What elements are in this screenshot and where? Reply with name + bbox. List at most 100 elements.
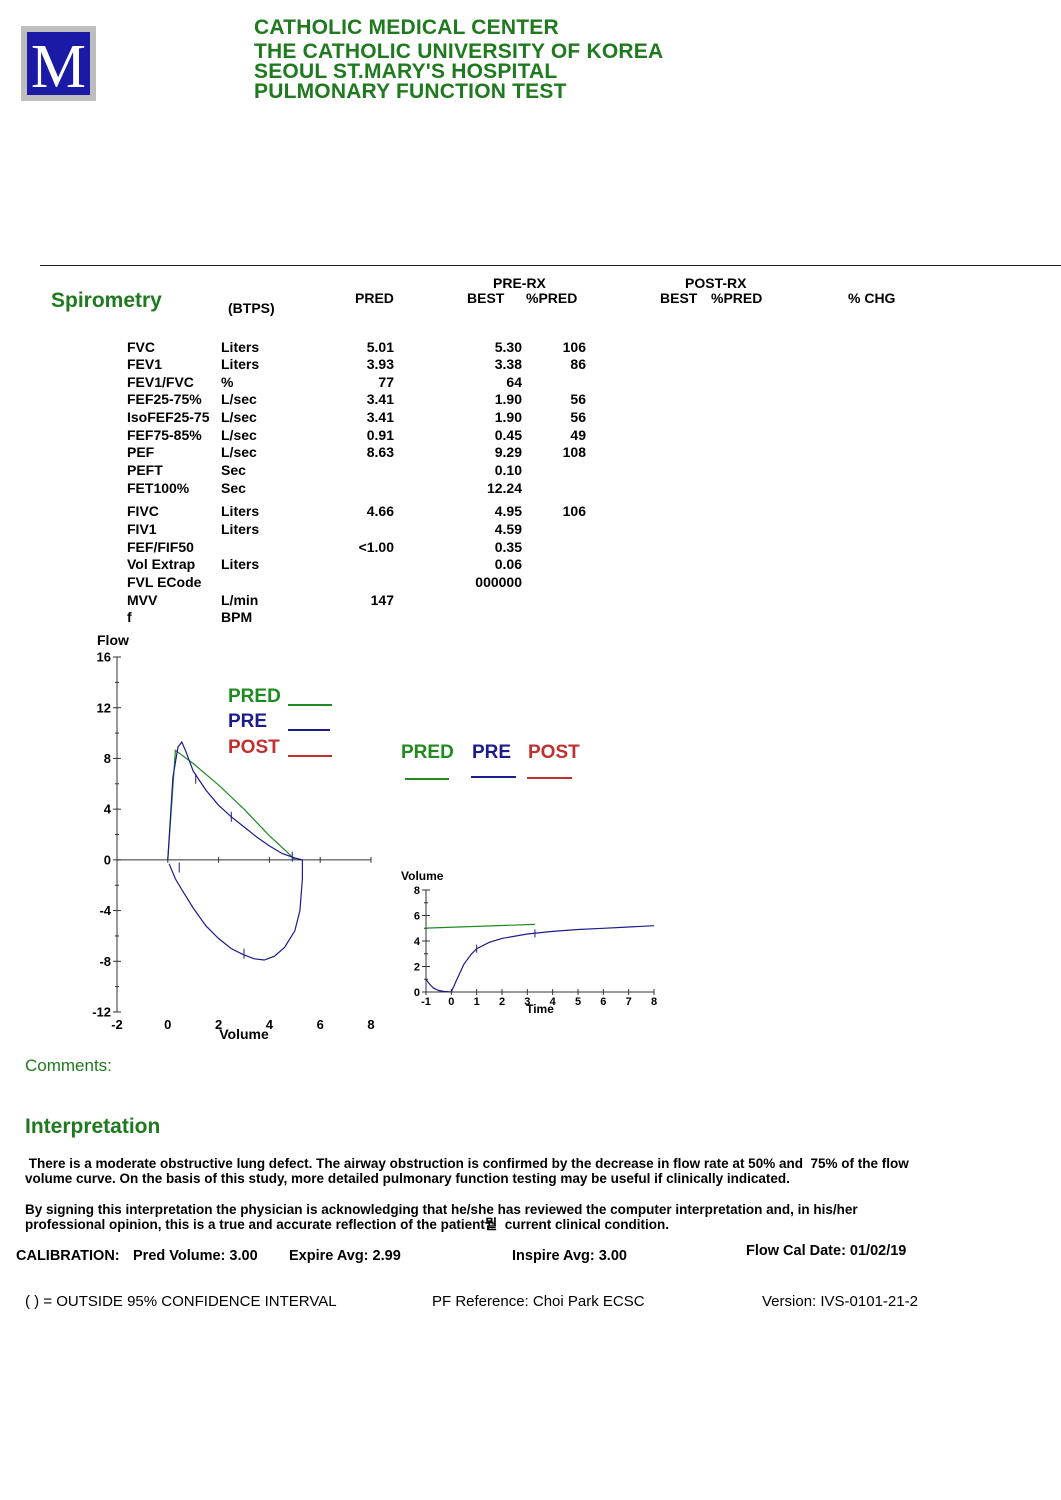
row-pred-value: <1.00 [358,539,394,555]
row-parameter: PEFT [127,462,163,478]
row-unit: L/sec [221,444,257,460]
series-pre-line [425,925,655,993]
flow-volume-chart: 16 12 8 4 0 -4 -8 -12-2 0 2 4 6 8 Volume [92,650,374,1042]
calibration-label: CALIBRATION: [16,1248,120,1264]
row-parameter: FIV1 [127,521,157,537]
row-parameter: FEV1 [127,356,163,372]
x-tick-label: 0 [448,996,454,1008]
legend-post-text: POST [228,737,280,758]
row-unit: Sec [221,480,246,496]
post-pctpred-header: %PRED [711,290,763,306]
row-pred-value: 3.41 [366,409,394,425]
logo-letter: M [31,33,86,95]
row-pre-best-value: 0.35 [494,539,522,555]
row-parameter: FVL ECode [127,574,202,590]
row-pre-best-value: 0.06 [494,556,522,572]
post-best-header: BEST [660,290,698,306]
row-unit: Liters [221,503,260,519]
row-pre-best-value: 3.38 [494,356,522,372]
pre-rx-header: PRE-RX [493,275,546,291]
divider [40,265,1061,266]
row-pred-value: 4.66 [366,503,394,519]
x-tick-label: 2 [499,996,505,1008]
y-tick-label: 8 [414,885,420,897]
row-parameter: FEF75-85% [127,427,202,443]
y-tick-label: 16 [97,650,111,665]
y-tick-label: 4 [104,802,112,817]
row-unit: Sec [221,462,246,478]
row-unit: L/sec [221,391,257,407]
row-pre-pctpred-value: 56 [570,391,586,407]
row-pre-best-value: 5.30 [494,339,522,355]
row-pred-value: 5.01 [366,339,394,355]
x-tick-label: 5 [575,996,581,1008]
x-tick-label: 1 [474,996,480,1008]
legend-pred-line [288,704,332,706]
legend-pre-label: PRE [228,711,267,733]
y-tick-label: -12 [92,1005,111,1020]
row-parameter: FVC [127,339,155,355]
legend-pre-text: PRE [228,711,268,732]
report-header: CATHOLIC MEDICAL CENTER THE CATHOLIC UNI… [254,17,663,102]
row-pre-pctpred-value: 56 [570,409,586,425]
row-pre-best-value: 12.24 [486,480,522,496]
row-parameter: FIVC [127,503,159,519]
row-pre-pctpred-value: 106 [562,503,586,519]
header-line: CATHOLIC MEDICAL CENTER [254,16,559,39]
row-parameter: MVV [127,592,158,608]
hospital-logo: M [21,26,96,101]
col-pred-header: PRED [355,290,394,306]
interpretation-title: Interpretation [25,1115,161,1138]
pred-volume: Pred Volume: 3.00 [133,1248,258,1264]
legend-pre-line [288,729,330,731]
row-pre-pctpred-value: 108 [562,444,586,460]
legend2-pred-line [405,778,449,780]
y-tick-label: -8 [99,954,111,969]
x-axis-title: Volume [219,1026,269,1042]
row-pre-pctpred-value: 49 [570,427,586,443]
row-pre-pctpred-value: 86 [570,356,586,372]
legend2-pre-text: PRE [472,742,512,763]
series-pre-line [167,740,303,961]
row-parameter: PEF [127,444,155,460]
x-tick-label: -1 [421,996,431,1008]
row-pre-best-value: 000000 [475,574,522,590]
signature-statement-line: professional opinion, this is a true and… [25,1217,670,1232]
expire-avg: Expire Avg: 2.99 [289,1248,401,1264]
legend2-post-text: POST [528,742,580,763]
y-tick-label: 12 [97,700,111,715]
legend2-pre-line [471,776,516,778]
y-tick-label: -4 [99,903,111,918]
row-unit: Liters [221,556,260,572]
row-parameter: FEV1/FVC [127,374,194,390]
row-pre-best-value: 1.90 [494,391,522,407]
series-pred-line [167,749,296,861]
header-line: THE CATHOLIC UNIVERSITY OF KOREA [254,40,664,63]
header-line: SEOUL ST.MARY'S HOSPITAL [254,60,558,83]
row-unit: BPM [221,609,253,625]
software-version: Version: IVS-0101-21-2 [762,1293,918,1310]
row-pred-value: 3.41 [366,391,394,407]
row-parameter: FEF25-75% [127,391,202,407]
inspire-avg: Inspire Avg: 3.00 [512,1248,627,1264]
row-parameter: IsoFEF25-75 [127,409,210,425]
y-tick-label: 0 [414,987,420,999]
x-tick-label: 8 [367,1017,374,1032]
spirometry-title: Spirometry [51,289,162,312]
post-rx-header: POST-RX [685,275,747,291]
row-unit: Liters [221,356,260,372]
row-unit: Liters [221,339,260,355]
legend-pred-text: PRED [228,686,281,707]
header-line: PULMONARY FUNCTION TEST [254,80,567,103]
series-pred-line [425,923,535,929]
row-pre-pctpred-value: 106 [562,339,586,355]
x-tick-label: 0 [164,1017,171,1032]
legend-post-label: POST [228,737,280,759]
row-pre-best-value: 4.95 [494,503,522,519]
row-pred-value: 147 [370,592,394,608]
legend2-pred-text: PRED [401,742,454,763]
y-tick-label: 0 [104,852,111,867]
y-tick-label: 4 [414,936,421,948]
pf-reference: PF Reference: Choi Park ECSC [432,1293,645,1310]
